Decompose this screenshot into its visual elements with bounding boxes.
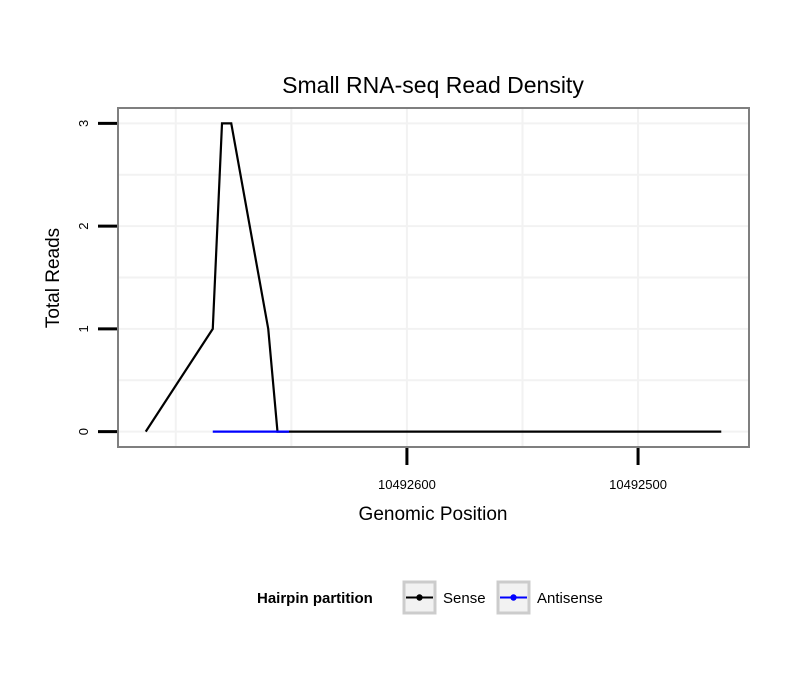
grid	[118, 108, 749, 447]
legend-label-antisense: Antisense	[537, 590, 603, 607]
legend-point-sense	[416, 594, 423, 601]
series-layer	[144, 122, 722, 433]
legend-label-sense: Sense	[443, 590, 486, 607]
y-tick-label: 3	[76, 120, 91, 127]
y-tick-label: 0	[76, 428, 91, 435]
x-tick-label: 10492600	[378, 477, 436, 492]
y-tick-label: 2	[76, 223, 91, 230]
legend: Hairpin partition Sense Antisense	[257, 580, 603, 615]
x-tick-label: 10492500	[609, 477, 667, 492]
x-axis-title: Genomic Position	[359, 504, 508, 525]
y-tick-label: 1	[76, 325, 91, 332]
axis-ticks: 0 1 2 3 10492600 10492500	[76, 120, 667, 492]
legend-point-antisense	[510, 594, 517, 601]
legend-title: Hairpin partition	[257, 590, 373, 607]
chart-title: Small RNA-seq Read Density	[282, 72, 584, 98]
y-axis-title: Total Reads	[43, 228, 64, 328]
plot-border	[117, 107, 750, 448]
